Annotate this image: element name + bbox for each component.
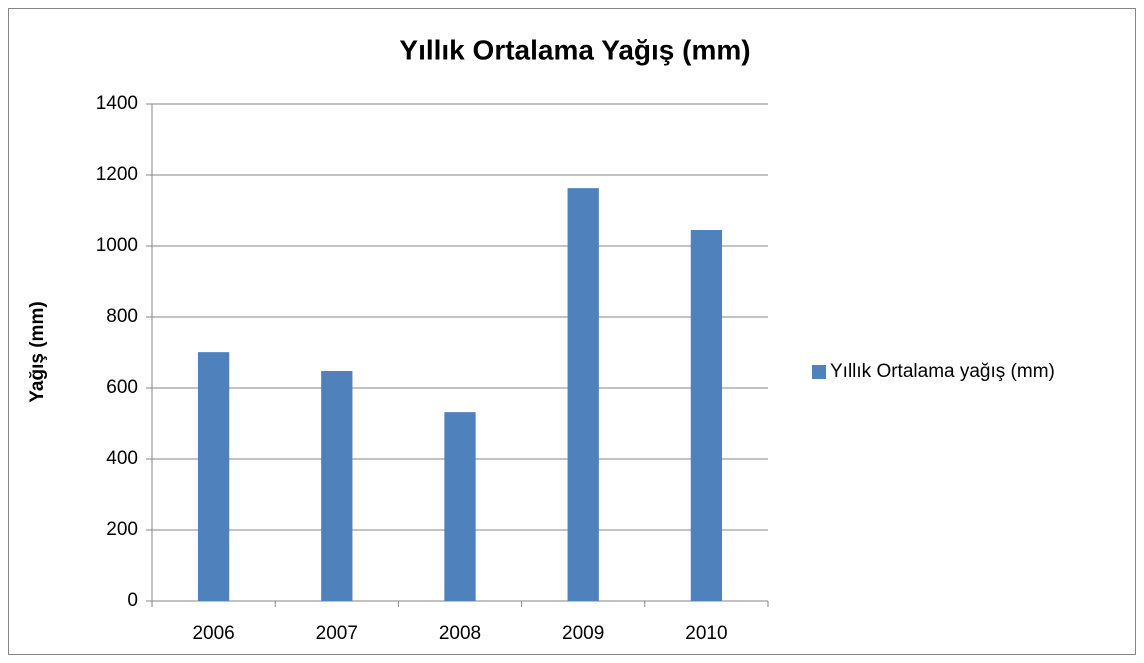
legend-swatch [812,365,826,379]
y-tick-label: 0 [127,590,138,611]
x-tick-label: 2006 [192,623,234,644]
y-tick-label: 1000 [96,235,138,256]
bar [197,352,230,601]
x-tick-label: 2008 [439,623,481,644]
x-tick-label: 2009 [562,623,604,644]
legend-label: Yıllık Ortalama yağış (mm) [830,361,1055,382]
bar [321,370,353,601]
bar [567,188,599,601]
x-tick-label: 2010 [685,623,727,644]
y-axis-label: Yağış (mm) [27,301,48,402]
y-tick-label: 400 [106,448,138,469]
bar [444,412,476,601]
bar [690,230,723,601]
y-tick-label: 1400 [96,93,138,114]
y-tick-label: 1200 [96,164,138,185]
chart-title: Yıllık Ortalama Yağış (mm) [399,34,750,65]
x-tick-label: 2007 [316,623,358,644]
y-tick-label: 200 [106,519,138,540]
y-tick-label: 800 [106,306,138,327]
y-tick-label: 600 [106,377,138,398]
